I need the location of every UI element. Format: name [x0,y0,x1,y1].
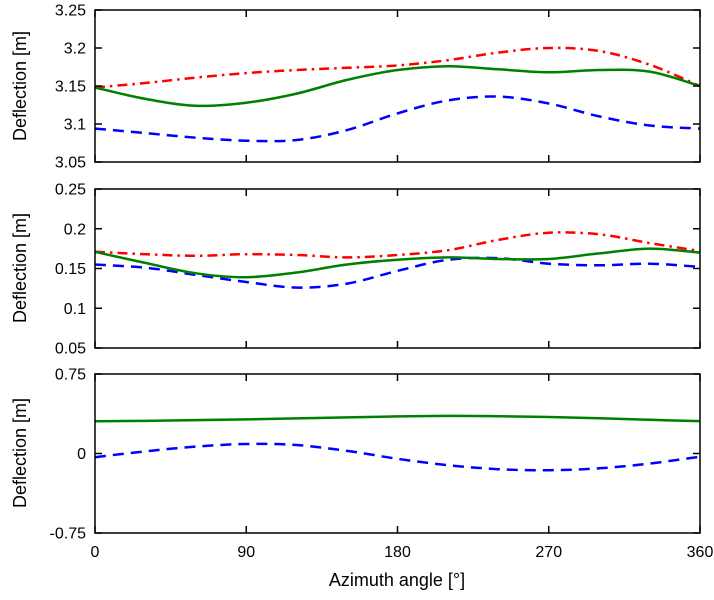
y-tick-label: 0.05 [55,341,86,358]
y-tick-label: 0.75 [55,367,86,384]
plot-area [95,189,700,348]
subplot-top: 3.05 3.1 3.15 3.2 3.25 [55,3,701,172]
plot-area [95,10,700,162]
y-tick-label: 0.15 [55,261,86,278]
series-green-solid [94,414,701,423]
y-axis-label-top: Deflection [m] [10,30,30,142]
y-tick-label: 3.1 [64,117,86,134]
y-tick-label: 3.2 [64,41,86,58]
y-tick-label: 0.2 [64,221,86,238]
series-blue-dashed [94,95,701,143]
y-tick-label: -0.75 [50,526,87,543]
subplot-middle: 0.05 0.1 0.15 0.2 0.25 [55,182,701,358]
series-green-solid [94,64,701,108]
series-blue-dashed [94,256,701,289]
series-green-solid [94,247,701,279]
x-tick-label: 360 [687,544,714,561]
x-tick-label: 0 [91,544,100,561]
x-tick-label: 270 [535,544,562,561]
plot-area [95,374,700,533]
y-tick-label: 0.25 [55,182,86,199]
x-tick-label: 90 [237,544,255,561]
y-tick-label: 0 [77,446,86,463]
y-tick-label: 3.25 [55,3,86,20]
x-axis-label: Azimuth angle [°] [328,570,466,590]
y-axis-label-middle: Deflection [m] [10,212,30,324]
y-tick-label: 0.1 [64,301,86,318]
y-tick-label: 3.05 [55,155,86,172]
y-tick-label: 3.15 [55,79,86,96]
series-blue-dashed [94,442,701,472]
x-tick-label: 180 [384,544,411,561]
y-axis-label-bottom: Deflection [m] [10,397,30,509]
